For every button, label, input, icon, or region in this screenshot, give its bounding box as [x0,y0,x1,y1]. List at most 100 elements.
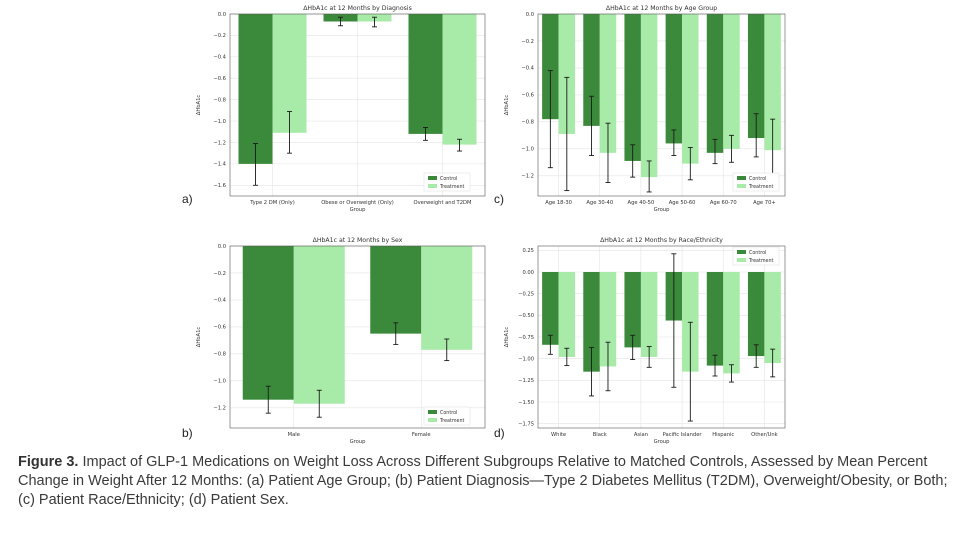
y-tick-label: 0.0 [218,244,226,250]
y-tick-label: −0.6 [521,93,534,99]
bar-treatment [599,272,617,367]
figure-caption: Figure 3. Impact of GLP-1 Medications on… [18,453,948,510]
y-tick-label: −0.8 [521,120,534,126]
x-tick-label: Other/Unk [751,432,778,438]
x-tick-label: Obese or Overweight (Only) [321,200,394,206]
chart-diagnosis: 0.0 −0.2 −0.4 −0.6 −0.8 −1.0 −1.2 −1.4 −1.6 Type … [196,5,486,213]
chart-title: ΔHbA1c at 12 Months by Sex [313,237,403,244]
y-axis-label: ΔHbA1c [196,95,202,116]
y-tick-label: 0.25 [522,248,534,254]
bar-control [706,14,724,153]
bar-control [624,14,641,161]
y-tick-label: −1.2 [213,140,226,146]
y-tick-label: −0.25 [518,291,534,297]
axes-frame [229,13,486,197]
bar-control [408,14,443,134]
x-axis-label: Group [654,439,670,445]
bar-control [370,246,422,334]
x-tick-label: Overweight and T2DM [414,200,472,206]
x-axis-label: Group [654,207,670,213]
bar-treatment [723,14,740,149]
legend-label-treatment: Treatment [748,184,774,190]
bar-treatment [764,272,781,363]
y-tick-label: 0.0 [526,12,534,18]
x-tick-label: Black [593,432,607,438]
panel-label-d: d) [494,426,505,440]
bar-control [706,272,724,366]
chart-panel-race: 0.25 0.00 −0.25 −0.50 −0.75 −1.00 −1.25 −1.50 −1… [500,232,790,450]
chart-panel-age: 0.0 −0.2 −0.4 −0.6 −0.8 −1.0 −1.2 Age 18-30 Age … [500,0,790,218]
legend: Control Treatment [732,246,780,266]
legend-swatch-control [737,250,746,254]
panel-label-b: b) [182,426,193,440]
x-tick-label: Age 70+ [753,200,776,206]
y-tick-label: −1.0 [213,119,226,125]
x-tick-label: White [551,432,566,438]
y-tick-label: −0.6 [213,325,226,331]
y-tick-label: −0.2 [521,39,534,45]
legend-swatch-control [428,176,437,180]
figure-caption-text: Impact of GLP-1 Medications on Weight Lo… [18,454,948,508]
y-tick-label: −1.4 [213,162,226,168]
legend-label-control: Control [749,176,766,182]
bar-control [747,14,765,139]
bar-treatment [640,272,658,357]
legend-swatch-treatment [737,184,746,188]
chart-panel-diagnosis: 0.0 −0.2 −0.4 −0.6 −0.8 −1.0 −1.2 −1.4 −1.6 Type … [160,0,490,218]
x-tick-label: Pacific Islander [663,432,703,438]
y-axis-label: ΔHbA1c [504,95,510,116]
chart-title: ΔHbA1c at 12 Months by Diagnosis [303,5,412,12]
y-tick-label: −1.25 [518,378,534,384]
legend-label-treatment: Treatment [439,184,465,190]
y-tick-label: 0.0 [218,12,226,18]
legend-label-control: Control [440,176,457,182]
y-tick-label: −1.0 [213,379,226,385]
x-tick-label: Age 40-50 [628,200,655,206]
y-tick-label: −1.2 [213,406,226,412]
y-tick-label: −0.4 [213,55,226,61]
y-tick-label: −1.0 [521,147,534,153]
bar-control [542,14,559,120]
bar-treatment [682,14,699,164]
x-tick-label: Type 2 DM (Only) [249,200,295,206]
x-tick-label: Age 60-70 [710,200,737,206]
axes-frame [537,13,786,197]
x-tick-label: Age 50-60 [669,200,696,206]
bar-treatment [599,14,617,153]
legend-label-control: Control [749,250,766,256]
bar-treatment [293,246,345,404]
x-tick-label: Age 30-40 [586,200,613,206]
chart-race: 0.25 0.00 −0.25 −0.50 −0.75 −1.00 −1.25 −1.50 −1… [504,237,786,445]
x-tick-label: Male [288,432,300,438]
chart-title: ΔHbA1c at 12 Months by Race/Ethnicity [600,237,723,244]
bar-control [665,14,683,144]
y-tick-label: −1.2 [521,174,534,180]
bar-treatment [640,14,658,178]
figure-caption-label: Figure 3. [18,454,79,470]
x-tick-label: Female [412,432,431,438]
y-tick-label: −0.8 [213,97,226,103]
x-axis-label: Group [350,439,366,445]
y-tick-label: −0.6 [213,76,226,82]
y-tick-label: −1.50 [518,400,534,406]
y-tick-label: −0.2 [213,33,226,39]
bar-treatment [723,272,740,374]
legend-swatch-treatment [428,184,437,188]
legend-label-control: Control [440,410,457,416]
bar-control [242,246,294,400]
bar-treatment [764,14,781,151]
bar-control [238,14,273,164]
bar-treatment [442,14,477,145]
y-tick-label: −1.6 [213,183,226,189]
y-tick-label: −1.00 [518,356,534,362]
y-axis-label: ΔHbA1c [196,327,202,348]
legend-label-treatment: Treatment [748,258,774,264]
y-tick-label: −0.4 [213,298,226,304]
x-axis-label: Group [350,207,366,213]
y-tick-label: −0.75 [518,335,534,341]
y-tick-label: −0.8 [213,352,226,358]
axes-frame [537,245,786,429]
bar-control [747,272,765,357]
y-tick-label: −0.2 [213,271,226,277]
y-tick-label: −1.75 [518,421,534,427]
